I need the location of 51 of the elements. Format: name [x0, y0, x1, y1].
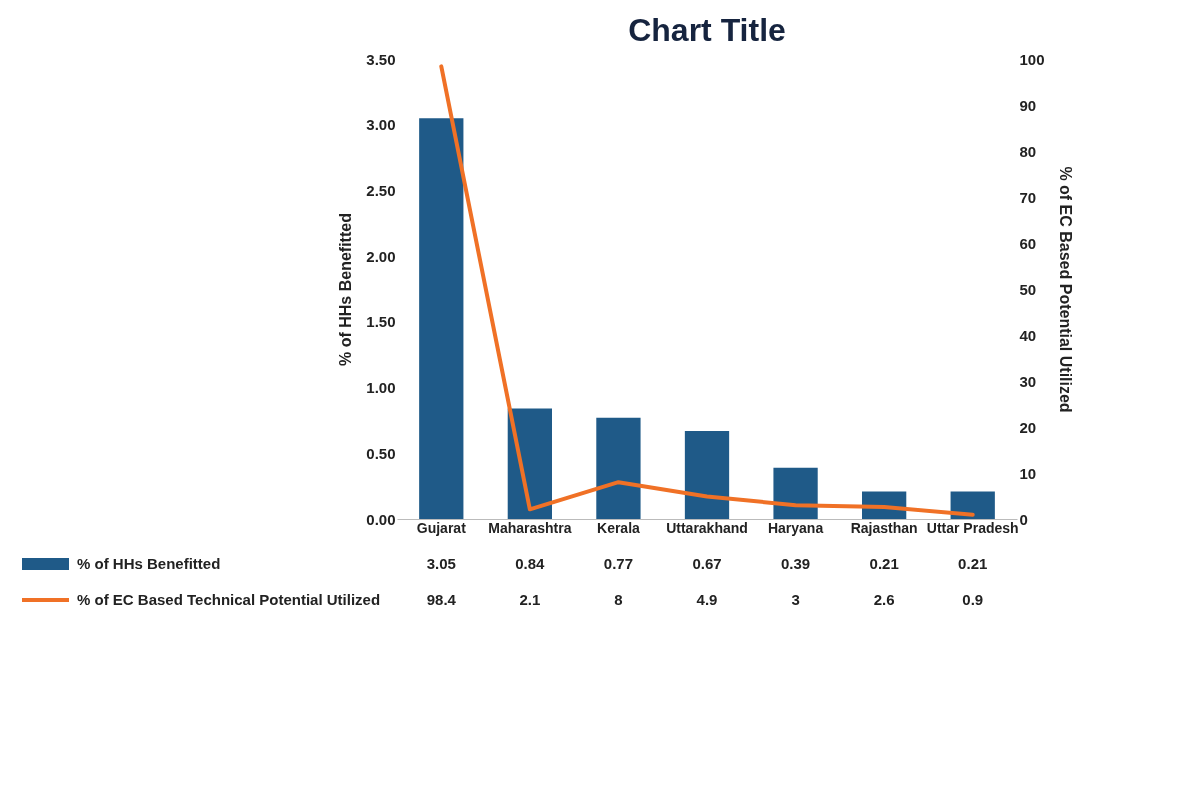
y-tick-label: 1.50 [366, 313, 396, 331]
x-tick-label: Rajasthan [850, 519, 918, 536]
data-label: 0.84 [515, 555, 546, 572]
y2-tick-label: 90 [1019, 96, 1037, 114]
y2-tick-label: 60 [1019, 234, 1037, 252]
y-tick-label: 3.50 [366, 50, 396, 68]
data-label: 0.77 [603, 555, 634, 572]
chart-title: Chart Title [628, 12, 786, 48]
y2-axis-title: % of EC Based Potential Utilized [1056, 166, 1074, 413]
bar [773, 467, 818, 519]
data-label: 4.9 [696, 591, 718, 608]
x-tick-label: Gujarat [416, 519, 467, 536]
line-series [439, 64, 975, 517]
x-tick-label: Uttarakhand [666, 519, 748, 536]
y2-tick-label: 0 [1019, 510, 1028, 528]
legend-label: % of EC Based Technical Potential Utilized [77, 591, 381, 608]
bar [419, 118, 464, 519]
data-label: 3.05 [426, 555, 456, 572]
bar [684, 430, 730, 519]
x-tick-label: Haryana [767, 519, 824, 536]
y2-tick-label: 10 [1019, 464, 1037, 482]
data-label: 3 [791, 591, 800, 608]
data-label: 0.67 [692, 555, 722, 572]
data-label: 98.4 [426, 591, 457, 608]
data-label: 0.9 [962, 591, 984, 608]
y2-tick-label: 40 [1019, 326, 1037, 344]
y2-tick-label: 70 [1019, 188, 1037, 206]
bar [596, 417, 641, 519]
data-label: 2.6 [873, 591, 895, 608]
x-tick-label: Uttar Pradesh [926, 519, 1019, 536]
legend-label: % of HHs Benefitted [77, 555, 221, 572]
y-tick-label: 2.50 [366, 181, 396, 199]
data-label: 0.21 [958, 555, 988, 572]
y2-tick-label: 100 [1019, 50, 1045, 68]
y-tick-label: 2.00 [366, 247, 396, 265]
data-label: 0.21 [869, 555, 899, 572]
y2-tick-label: 80 [1019, 142, 1037, 160]
y2-tick-label: 20 [1019, 418, 1037, 436]
x-tick-label: Kerala [597, 519, 641, 536]
data-label: 0.39 [780, 555, 811, 572]
data-label: 8 [614, 591, 623, 608]
y2-tick-label: 30 [1019, 372, 1037, 390]
y-tick-label: 0.50 [366, 444, 396, 462]
y-axis-title: % of HHs Benefitted [337, 213, 355, 366]
y2-tick-label: 50 [1019, 280, 1037, 298]
data-label: 2.1 [519, 591, 541, 608]
x-tick-label: Maharashtra [488, 519, 572, 536]
y-tick-label: 0.00 [366, 510, 396, 528]
y-tick-label: 1.00 [366, 379, 396, 397]
bar [950, 491, 995, 519]
y-tick-label: 3.00 [366, 116, 396, 134]
